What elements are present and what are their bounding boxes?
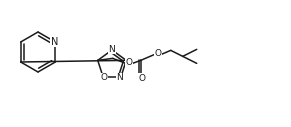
Text: O: O	[126, 58, 133, 67]
Text: O: O	[101, 73, 108, 82]
Text: N: N	[51, 37, 58, 47]
Text: N: N	[116, 73, 123, 82]
Text: O: O	[138, 74, 145, 83]
Text: N: N	[109, 45, 115, 54]
Text: O: O	[155, 49, 162, 58]
